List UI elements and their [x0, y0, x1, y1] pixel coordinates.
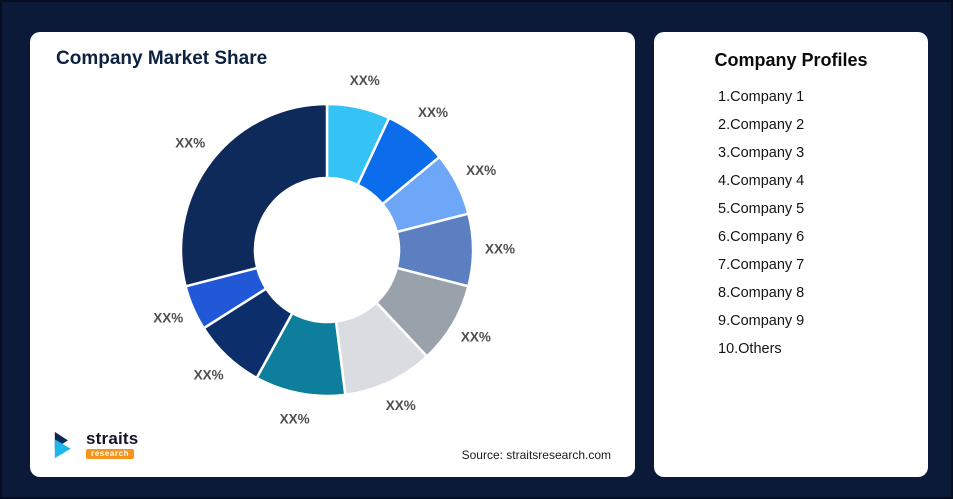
market-share-card: Company Market Share XX% XX% XX% XX% XX% XX% X…	[30, 32, 635, 477]
company-profile-item: 7.Company 7	[718, 257, 805, 273]
donut-segment-label: XX%	[418, 105, 448, 120]
company-profile-item: 6.Company 6	[718, 229, 805, 245]
donut-segment-label: XX%	[461, 330, 491, 345]
donut-segment-label: XX%	[153, 310, 183, 325]
donut-segment-label: XX%	[175, 136, 205, 151]
straits-logo-icon	[54, 431, 71, 458]
company-profile-item: 8.Company 8	[718, 285, 805, 301]
donut-segment-label: XX%	[280, 411, 310, 426]
company-profiles-card: Company Profiles 1.Company 1 2.Company 2 3…	[654, 32, 928, 477]
company-profile-item: 9.Company 9	[718, 313, 805, 329]
donut-segment-label: XX%	[350, 73, 380, 88]
donut-segment-label: XX%	[466, 163, 496, 178]
company-profiles-list: 1.Company 1 2.Company 2 3.Company 3 4.Compa…	[654, 83, 928, 363]
donut-chart: XX% XX% XX% XX% XX% XX% XX% XX% XX% XX%	[30, 72, 635, 447]
donut-segment-label: XX%	[485, 242, 515, 257]
company-profile-item: 10.Others	[718, 341, 782, 357]
chart-title: Company Market Share	[56, 48, 268, 69]
straits-research-logo: straits research	[52, 430, 138, 459]
logo-brand-text: straits	[86, 429, 139, 448]
company-profile-item: 2.Company 2	[718, 117, 805, 133]
company-profile-item: 3.Company 3	[718, 145, 805, 161]
donut-segment-label: XX%	[386, 398, 416, 413]
company-profile-item: 5.Company 5	[718, 201, 805, 217]
donut-segment-others	[179, 102, 329, 288]
company-profile-item: 4.Company 4	[718, 173, 805, 189]
donut-segment-label: XX%	[194, 368, 224, 383]
profiles-title: Company Profiles	[714, 50, 868, 70]
company-profile-item: 1.Company 1	[718, 89, 805, 105]
source-text: Source: straitsresearch.com	[461, 448, 611, 462]
donut-chart-svg: XX% XX% XX% XX% XX% XX% XX% XX% XX% XX%	[153, 73, 515, 427]
logo-sub-text: research	[86, 449, 135, 459]
logo-text: straits research	[86, 430, 138, 459]
